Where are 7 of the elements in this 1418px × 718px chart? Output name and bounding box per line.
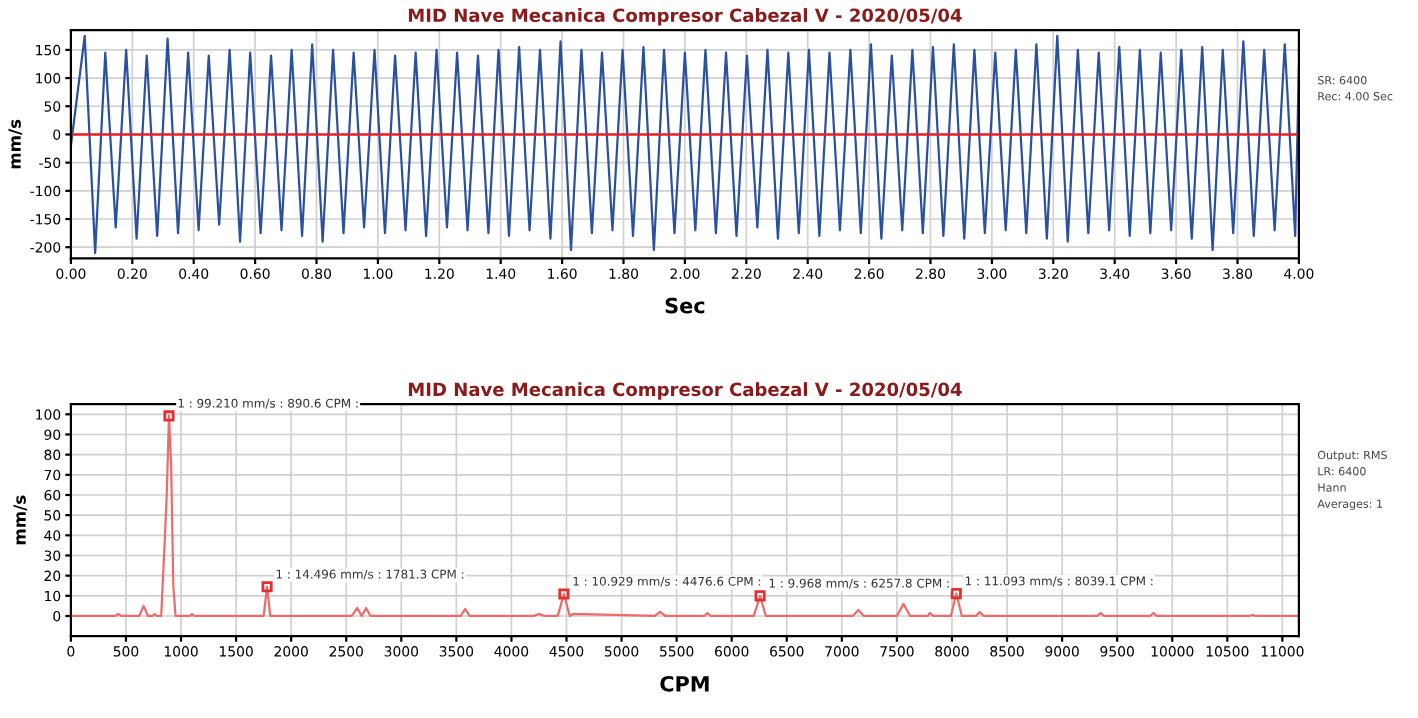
y-axis-title: mm/s <box>8 119 23 169</box>
line-series <box>70 34 1299 254</box>
y-axis-title: mm/s <box>13 495 28 545</box>
x-axis-title: CPM <box>660 675 709 692</box>
chart-title: MID Nave Mecanica Compresor Cabezal V - 2020/05/04 <box>408 382 962 400</box>
x-axis-title: Sec <box>665 297 705 314</box>
chart-title: MID Nave Mecanica Compresor Cabezal V - 2020/05/04 <box>408 8 962 26</box>
